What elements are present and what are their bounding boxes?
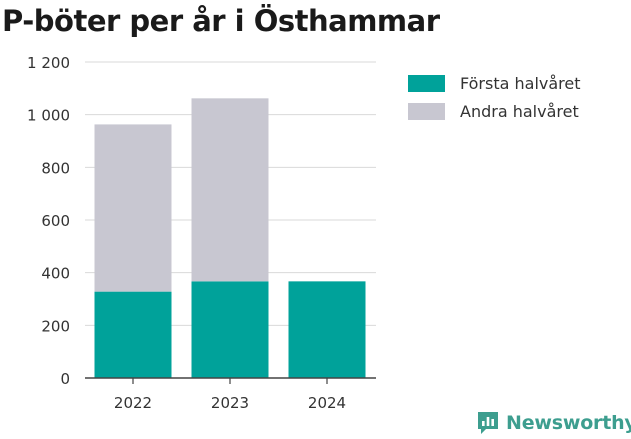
y-axis-ticks: 0 200 400 600 800 1 000 1 200 (27, 54, 70, 388)
bar-first-half-2022 (94, 291, 172, 378)
bar-first-half-2024 (288, 281, 366, 378)
legend-label: Andra halvåret (460, 102, 579, 121)
bar-first-half-2023 (191, 281, 269, 378)
y-tick-label: 800 (41, 159, 70, 177)
bar-second-half-2022 (94, 124, 172, 292)
legend-swatch (408, 103, 445, 120)
y-tick-label: 0 (60, 370, 70, 388)
newsworthy-icon (478, 412, 498, 434)
y-tick-label: 200 (41, 317, 70, 335)
bars (94, 98, 366, 378)
x-tick-label: 2023 (211, 394, 249, 412)
legend: Första halvåret Andra halvåret (408, 74, 581, 121)
y-tick-label: 600 (41, 212, 70, 230)
y-tick-label: 1 200 (27, 54, 70, 72)
chart-title: P-böter per år i Östhammar (2, 4, 440, 38)
x-axis: 2022 2023 2024 (85, 377, 376, 412)
y-tick-label: 400 (41, 265, 70, 283)
newsworthy-logo: Newsworthy (476, 410, 631, 436)
x-tick-label: 2024 (308, 394, 346, 412)
bar-second-half-2023 (191, 98, 269, 282)
legend-swatch (408, 75, 445, 92)
y-tick-label: 1 000 (27, 107, 70, 125)
legend-label: Första halvåret (460, 74, 581, 93)
x-tick-label: 2022 (114, 394, 152, 412)
brand-name: Newsworthy (506, 412, 631, 434)
